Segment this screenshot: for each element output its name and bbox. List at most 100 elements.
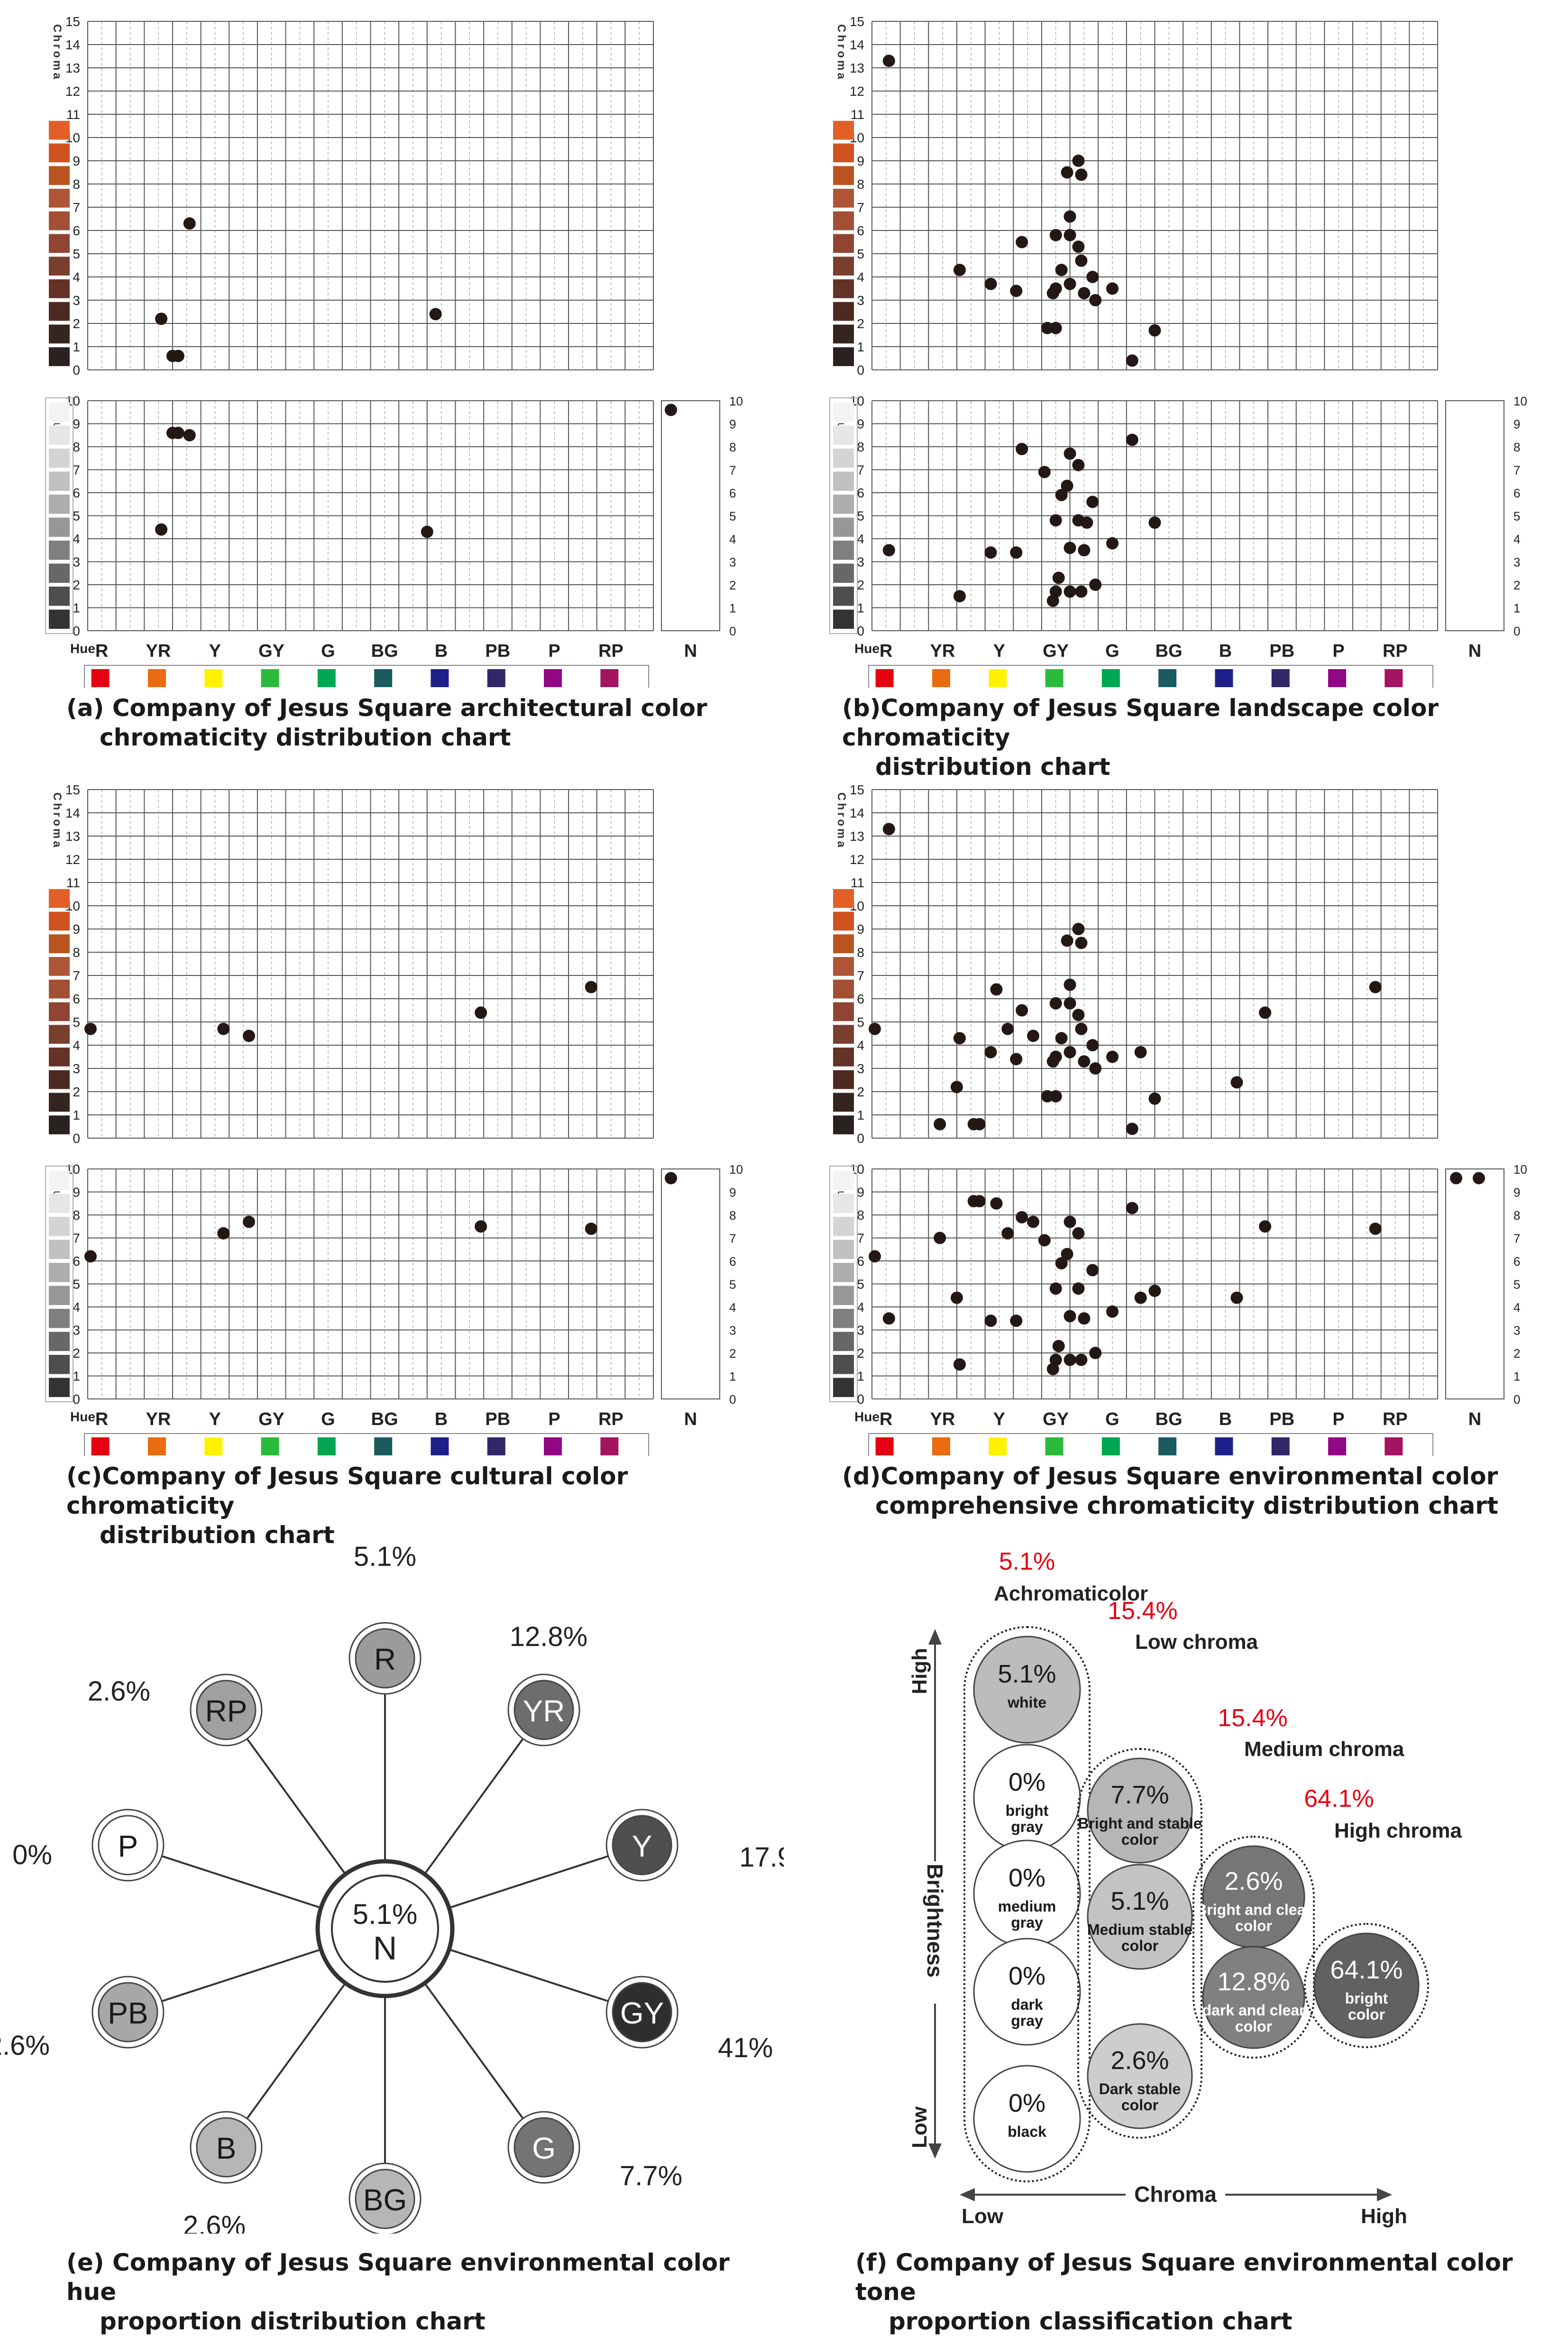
a-hue-label-R: R (95, 641, 108, 661)
d-chroma-point-16 (1049, 1050, 1062, 1063)
d-hue-label-P: P (1332, 1409, 1344, 1429)
a-neutral-tick-2: 2 (729, 578, 736, 592)
c-hue-label-PB: PB (485, 1409, 510, 1429)
a-hue-label-PB: PB (485, 641, 510, 661)
f-group-percent-3: 64.1% (1304, 1785, 1374, 1812)
b-value-swatch-2 (833, 449, 854, 468)
a-neutral-point-0 (665, 404, 677, 416)
b-chroma-tick-5: 5 (857, 247, 864, 261)
c-chroma-tick-3: 3 (73, 1061, 80, 1076)
d-value-point-21 (1064, 1353, 1076, 1366)
d-chroma-tick-1: 1 (857, 1108, 864, 1122)
tone-classification-chart: Brightness High Low Chroma Low High 5.1% Achrom… (908, 1548, 1462, 2228)
f-brightness-label-bg (922, 1861, 948, 2004)
panel-f: Brightness High Low Chroma Low High 5.1% Achrom… (784, 1536, 1568, 2335)
d-value-point-32 (1148, 1285, 1161, 1297)
scatter-chart-b: 0123456789101112131415012345678910012345… (829, 14, 1527, 688)
c-chroma-tick-4: 4 (73, 1038, 80, 1053)
e-node-RP (196, 1680, 257, 1740)
f-brightness-low: Low (908, 2106, 931, 2148)
a-hue-label-B: B (435, 641, 448, 661)
c-neutral-tick-0: 0 (729, 1392, 736, 1407)
d-value-point-18 (1055, 1257, 1068, 1269)
d-value-swatch-4 (833, 1263, 854, 1282)
c-value-tick-1: 1 (73, 1369, 80, 1384)
d-hue-swatch-RP (1385, 1437, 1403, 1455)
b-value-point-18 (1078, 544, 1091, 557)
b-chroma-swatch-1 (833, 143, 854, 163)
b-neutral-tick-8: 8 (1513, 440, 1520, 454)
d-neutral-point-0 (1450, 1172, 1462, 1185)
d-value-point-0 (868, 1250, 881, 1263)
b-value-point-3 (1010, 546, 1023, 559)
f-tone-percent-2-1: 12.8% (1217, 1968, 1290, 1996)
caption-d: (d)Company of Jesus Square environmental… (842, 1462, 1498, 1520)
c-chroma-tick-12: 12 (65, 852, 80, 867)
b-hue-swatch-P (1328, 669, 1347, 687)
d-neutral-tick-10: 10 (1513, 1162, 1527, 1177)
caption-f: (f) Company of Jesus Square environmenta… (855, 2248, 1568, 2336)
d-value-point-27 (1086, 1264, 1099, 1277)
f-group-percent-1: 15.4% (1108, 1597, 1177, 1625)
e-center-percent: 5.1% (353, 1898, 418, 1930)
caption-a-line2: chromaticity distribution chart (100, 724, 511, 751)
b-hue-swatch-BG (1158, 669, 1177, 687)
b-neutral-box (1445, 400, 1504, 631)
a-neutral-tick-8: 8 (729, 440, 736, 454)
b-neutral-tick-1: 1 (1513, 601, 1520, 616)
b-chroma-tick-8: 8 (857, 177, 864, 192)
a-hue-swatch-GY (261, 669, 279, 687)
a-chroma-swatch-9 (49, 324, 70, 344)
caption-b: (b)Company of Jesus Square landscape col… (842, 693, 1568, 782)
b-hue-swatch-GY (1045, 669, 1064, 687)
f-tone-circle-1-0 (1087, 1757, 1193, 1864)
e-node-label-R: R (374, 1642, 396, 1676)
c-chroma-swatch-9 (49, 1093, 70, 1112)
d-chroma-tick-4: 4 (857, 1038, 864, 1053)
d-value-point-1 (882, 1312, 895, 1325)
b-chroma-swatch-0 (833, 120, 854, 140)
d-value-tick-5: 5 (857, 1277, 864, 1292)
c-chroma-swatch-10 (49, 1115, 70, 1134)
c-neutral-tick-1: 1 (729, 1370, 736, 1384)
d-neutral-tick-6: 6 (1513, 1254, 1520, 1269)
b-chroma-point-14 (1064, 277, 1076, 290)
c-chroma-swatch-8 (49, 1070, 70, 1089)
c-value-point-0 (84, 1250, 97, 1263)
d-value-tick-7: 7 (857, 1231, 864, 1246)
b-value-point-16 (1072, 459, 1085, 471)
f-group-container-2 (1192, 1836, 1315, 2059)
c-chroma-swatch-0 (49, 889, 70, 908)
d-chroma-point-24 (1072, 923, 1085, 935)
d-chroma-point-8 (990, 983, 1003, 996)
e-node-label-YR: YR (523, 1694, 565, 1728)
b-chroma-swatch-2 (833, 166, 854, 185)
b-value-tick-7: 7 (857, 463, 864, 478)
b-neutral-tick-6: 6 (1513, 486, 1520, 500)
d-value-point-35 (1369, 1223, 1382, 1235)
d-chroma-point-25 (1075, 937, 1088, 949)
b-value-swatch-6 (833, 541, 854, 560)
d-value-tick-6: 6 (857, 1254, 864, 1269)
d-value-point-17 (1052, 1340, 1065, 1352)
d-hue-swatch-BG (1158, 1437, 1177, 1455)
d-chroma-swatch-8 (833, 1070, 854, 1089)
d-chroma-point-26 (1075, 1022, 1088, 1035)
b-hue-swatch-PB (1271, 669, 1290, 687)
b-chroma-point-12 (1064, 229, 1076, 241)
d-chroma-swatch-10 (833, 1115, 854, 1134)
f-tone-circle-0-0 (973, 1636, 1081, 1744)
b-chroma-tick-11: 11 (851, 107, 864, 122)
caption-e-line2: proportion distribution chart (100, 2308, 486, 2335)
scatter-chart-a: 0123456789101112131415012345678910012345… (45, 14, 743, 688)
e-node-BG (355, 2169, 415, 2229)
c-value-tick-7: 7 (73, 1231, 80, 1246)
caption-e: (e) Company of Jesus Square environmenta… (66, 2248, 784, 2336)
e-percent-GY: 41% (718, 2033, 773, 2063)
e-center-inner (331, 1875, 439, 1983)
f-tone-circle-0-4 (973, 2065, 1081, 2173)
a-value-tick-2: 2 (73, 578, 80, 592)
c-hue-swatch-B (431, 1437, 449, 1455)
c-chroma-swatch-7 (49, 1048, 70, 1067)
d-hue-swatch-YR (932, 1437, 950, 1455)
